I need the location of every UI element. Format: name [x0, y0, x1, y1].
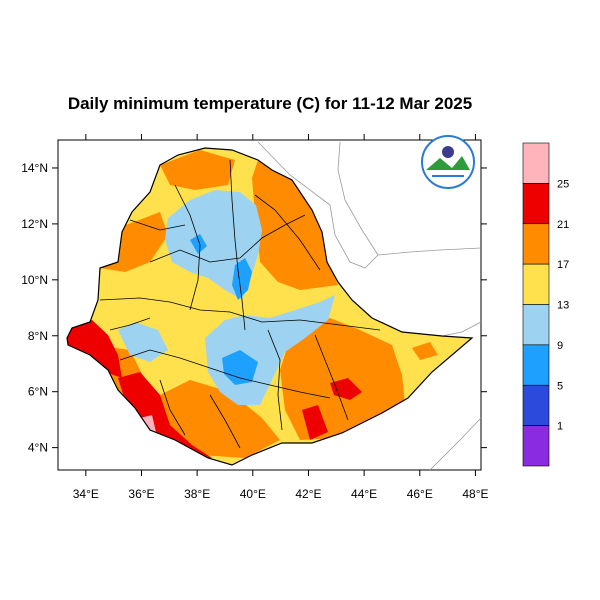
- colorbar-label: 21: [557, 219, 569, 231]
- x-tick-label: 44°E: [351, 487, 377, 501]
- colorbar-swatch: [522, 304, 550, 346]
- temp-band-5-9-spot-c: [190, 234, 207, 254]
- region-boundaries: [99, 159, 381, 449]
- colorbar-label: 25: [557, 178, 569, 190]
- colorbar-swatch: [522, 263, 550, 305]
- y-tick-label: 12°N: [21, 217, 48, 231]
- x-tick-label: 46°E: [407, 487, 433, 501]
- colorbar-swatch: [522, 223, 550, 265]
- colorbar-swatch: [522, 142, 550, 184]
- y-tick-label: 10°N: [21, 273, 48, 287]
- x-tick-label: 48°E: [462, 487, 488, 501]
- y-axis: 14°N 12°N 10°N 8°N 6°N 4°N: [21, 161, 487, 455]
- colorbar-swatch: [522, 425, 550, 467]
- colorbar-label: 1: [557, 421, 563, 433]
- neighbour-borders: [257, 141, 482, 471]
- colorbar-swatch: [522, 183, 550, 225]
- temp-band-21-25-south-omo: [118, 372, 212, 460]
- temp-band-9-13-central: [118, 322, 168, 362]
- colorbar-label: 13: [557, 300, 569, 312]
- colorbar-label: 5: [557, 380, 563, 392]
- x-tick-label: 36°E: [128, 487, 154, 501]
- temp-band-21-25-spot-east: [330, 378, 362, 400]
- temp-band-21-25-gambela: [67, 320, 122, 378]
- temp-band-17-21-afar: [252, 160, 338, 290]
- colorbar-swatch: [522, 344, 550, 386]
- x-axis: 34°E 36°E 38°E 40°E 42°E 44°E 46°E 48°E: [73, 134, 489, 501]
- y-tick-label: 6°N: [28, 385, 48, 399]
- colorbar-label: 17: [557, 259, 569, 271]
- colorbar: 25 21 17 13 9 5 1: [522, 142, 569, 467]
- y-tick-label: 4°N: [28, 441, 48, 455]
- x-tick-label: 40°E: [240, 487, 266, 501]
- x-tick-label: 34°E: [73, 487, 99, 501]
- temp-band-17-21-north: [160, 150, 235, 190]
- ethiopian-meteorology-institute-logo: [421, 135, 475, 189]
- temp-band-17-21-ogaden-spot: [412, 342, 438, 360]
- temp-band-5-9-spot-a: [232, 258, 252, 300]
- y-tick-label: 8°N: [28, 329, 48, 343]
- y-tick-label: 14°N: [21, 161, 48, 175]
- colorbar-label: 9: [557, 340, 563, 352]
- temp-band-5-9-spot-b: [222, 350, 258, 385]
- map-title: Daily minimum temperature (C) for 11-12 …: [67, 94, 473, 113]
- x-tick-label: 42°E: [295, 487, 321, 501]
- temp-band-21-25-spot-south: [302, 405, 328, 440]
- colorbar-swatch: [522, 384, 550, 426]
- x-tick-label: 38°E: [184, 487, 210, 501]
